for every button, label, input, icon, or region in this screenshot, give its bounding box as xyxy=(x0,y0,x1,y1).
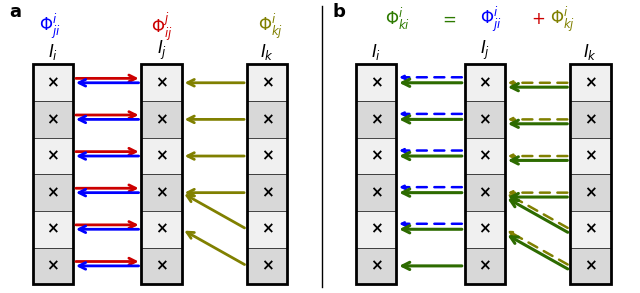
Bar xyxy=(247,64,287,284)
Bar xyxy=(356,64,396,284)
Bar xyxy=(570,248,611,284)
Bar xyxy=(247,174,287,211)
Text: ×: × xyxy=(156,149,168,163)
Bar xyxy=(465,64,505,284)
Text: $\Phi^{j}_{ij}$: $\Phi^{j}_{ij}$ xyxy=(151,12,172,44)
Text: ×: × xyxy=(479,112,491,127)
Bar xyxy=(33,211,73,248)
Bar xyxy=(141,64,182,284)
Bar xyxy=(247,248,287,284)
Bar xyxy=(33,101,73,138)
Bar xyxy=(247,138,287,174)
Bar xyxy=(465,174,505,211)
Text: $\Phi^{i}_{ji}$: $\Phi^{i}_{ji}$ xyxy=(480,4,502,34)
Bar xyxy=(356,138,396,174)
Text: ×: × xyxy=(156,75,168,90)
Text: $I_k$: $I_k$ xyxy=(260,42,274,62)
Text: ×: × xyxy=(370,185,383,200)
Text: $\Phi^{i}_{kj}$: $\Phi^{i}_{kj}$ xyxy=(258,12,283,41)
Bar xyxy=(247,101,287,138)
Text: ×: × xyxy=(584,112,596,127)
Text: $I_j$: $I_j$ xyxy=(480,38,490,62)
Text: ×: × xyxy=(260,149,273,163)
Bar xyxy=(33,138,73,174)
Text: ×: × xyxy=(156,112,168,127)
Bar xyxy=(570,138,611,174)
Text: ×: × xyxy=(584,75,596,90)
Text: ×: × xyxy=(479,258,491,273)
Bar xyxy=(141,64,182,101)
Text: ×: × xyxy=(584,149,596,163)
Text: ×: × xyxy=(584,222,596,237)
Bar xyxy=(141,138,182,174)
Bar xyxy=(356,174,396,211)
Bar xyxy=(465,248,505,284)
Bar xyxy=(356,64,396,101)
Bar xyxy=(141,101,182,138)
Bar xyxy=(570,64,611,101)
Text: b: b xyxy=(333,3,346,21)
Text: ×: × xyxy=(260,112,273,127)
Text: ×: × xyxy=(479,149,491,163)
Bar xyxy=(141,248,182,284)
Bar xyxy=(465,101,505,138)
Text: ×: × xyxy=(260,222,273,237)
Text: ×: × xyxy=(479,222,491,237)
Text: $+$: $+$ xyxy=(531,10,545,28)
Text: ×: × xyxy=(260,75,273,90)
Text: $I_j$: $I_j$ xyxy=(157,38,166,62)
Bar xyxy=(356,248,396,284)
Text: ×: × xyxy=(260,258,273,273)
Text: $=$: $=$ xyxy=(439,10,456,28)
Text: $\Phi^{i}_{ji}$: $\Phi^{i}_{ji}$ xyxy=(39,12,61,41)
Bar xyxy=(33,64,73,101)
Bar xyxy=(465,64,505,101)
Bar xyxy=(141,211,182,248)
Text: ×: × xyxy=(370,75,383,90)
Bar xyxy=(570,211,611,248)
Text: ×: × xyxy=(156,185,168,200)
Text: ×: × xyxy=(156,222,168,237)
Text: ×: × xyxy=(370,149,383,163)
Bar xyxy=(465,138,505,174)
Text: $\Phi^{i}_{kj}$: $\Phi^{i}_{kj}$ xyxy=(550,4,575,34)
Bar xyxy=(247,64,287,101)
Bar xyxy=(356,211,396,248)
Bar xyxy=(570,101,611,138)
Text: ×: × xyxy=(370,112,383,127)
Text: $I_i$: $I_i$ xyxy=(371,42,381,62)
Bar xyxy=(33,174,73,211)
Text: ×: × xyxy=(584,185,596,200)
Text: ×: × xyxy=(47,222,60,237)
Bar xyxy=(141,174,182,211)
Bar xyxy=(33,248,73,284)
Text: ×: × xyxy=(47,75,60,90)
Text: ×: × xyxy=(47,112,60,127)
Text: ×: × xyxy=(584,258,596,273)
Text: ×: × xyxy=(260,185,273,200)
Text: ×: × xyxy=(156,258,168,273)
Bar xyxy=(247,211,287,248)
Text: a: a xyxy=(10,3,22,21)
Text: ×: × xyxy=(47,185,60,200)
Text: ×: × xyxy=(370,222,383,237)
Text: $I_i$: $I_i$ xyxy=(48,42,58,62)
Bar xyxy=(570,64,611,284)
Bar xyxy=(465,211,505,248)
Bar xyxy=(570,174,611,211)
Text: $\Phi^{i}_{ki}$: $\Phi^{i}_{ki}$ xyxy=(385,6,410,32)
Text: ×: × xyxy=(47,258,60,273)
Text: ×: × xyxy=(47,149,60,163)
Text: ×: × xyxy=(479,185,491,200)
Text: ×: × xyxy=(370,258,383,273)
Bar xyxy=(33,64,73,284)
Text: ×: × xyxy=(479,75,491,90)
Bar xyxy=(356,101,396,138)
Text: $I_k$: $I_k$ xyxy=(583,42,597,62)
